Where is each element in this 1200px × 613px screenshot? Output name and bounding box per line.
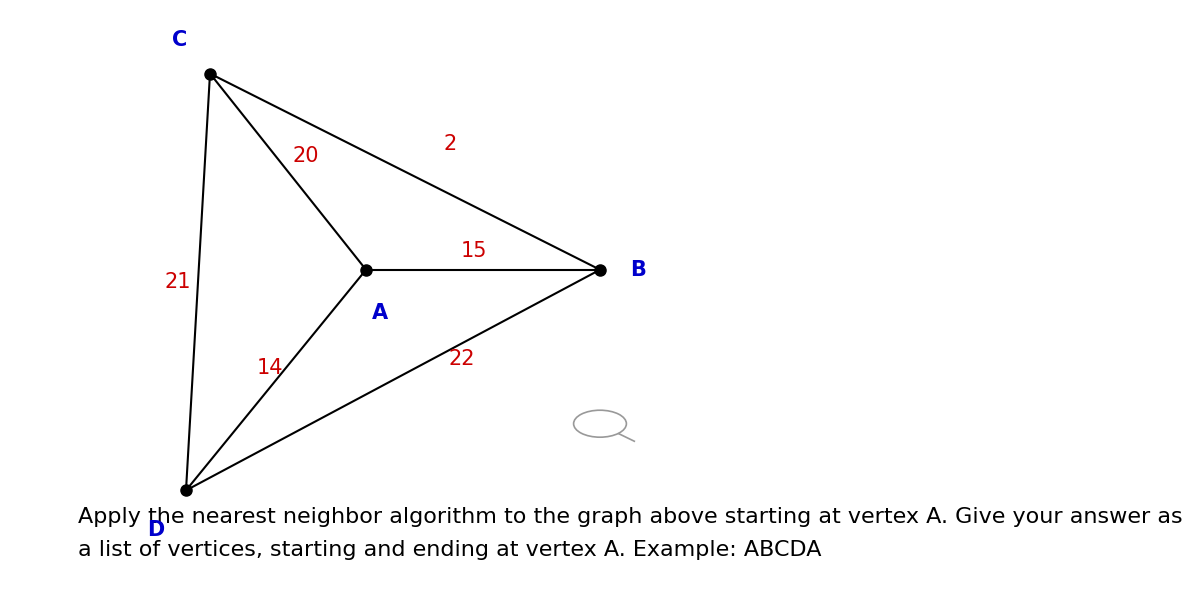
Text: 2: 2 — [443, 134, 457, 154]
Text: D: D — [148, 520, 164, 540]
Text: 14: 14 — [257, 358, 283, 378]
Text: 20: 20 — [293, 147, 319, 166]
Text: Apply the nearest neighbor algorithm to the graph above starting at vertex A. Gi: Apply the nearest neighbor algorithm to … — [78, 507, 1183, 560]
Text: A: A — [372, 303, 389, 322]
Text: C: C — [173, 30, 187, 50]
Text: 22: 22 — [449, 349, 475, 368]
Text: 21: 21 — [164, 272, 191, 292]
Text: B: B — [630, 260, 647, 280]
Text: 15: 15 — [461, 242, 487, 261]
